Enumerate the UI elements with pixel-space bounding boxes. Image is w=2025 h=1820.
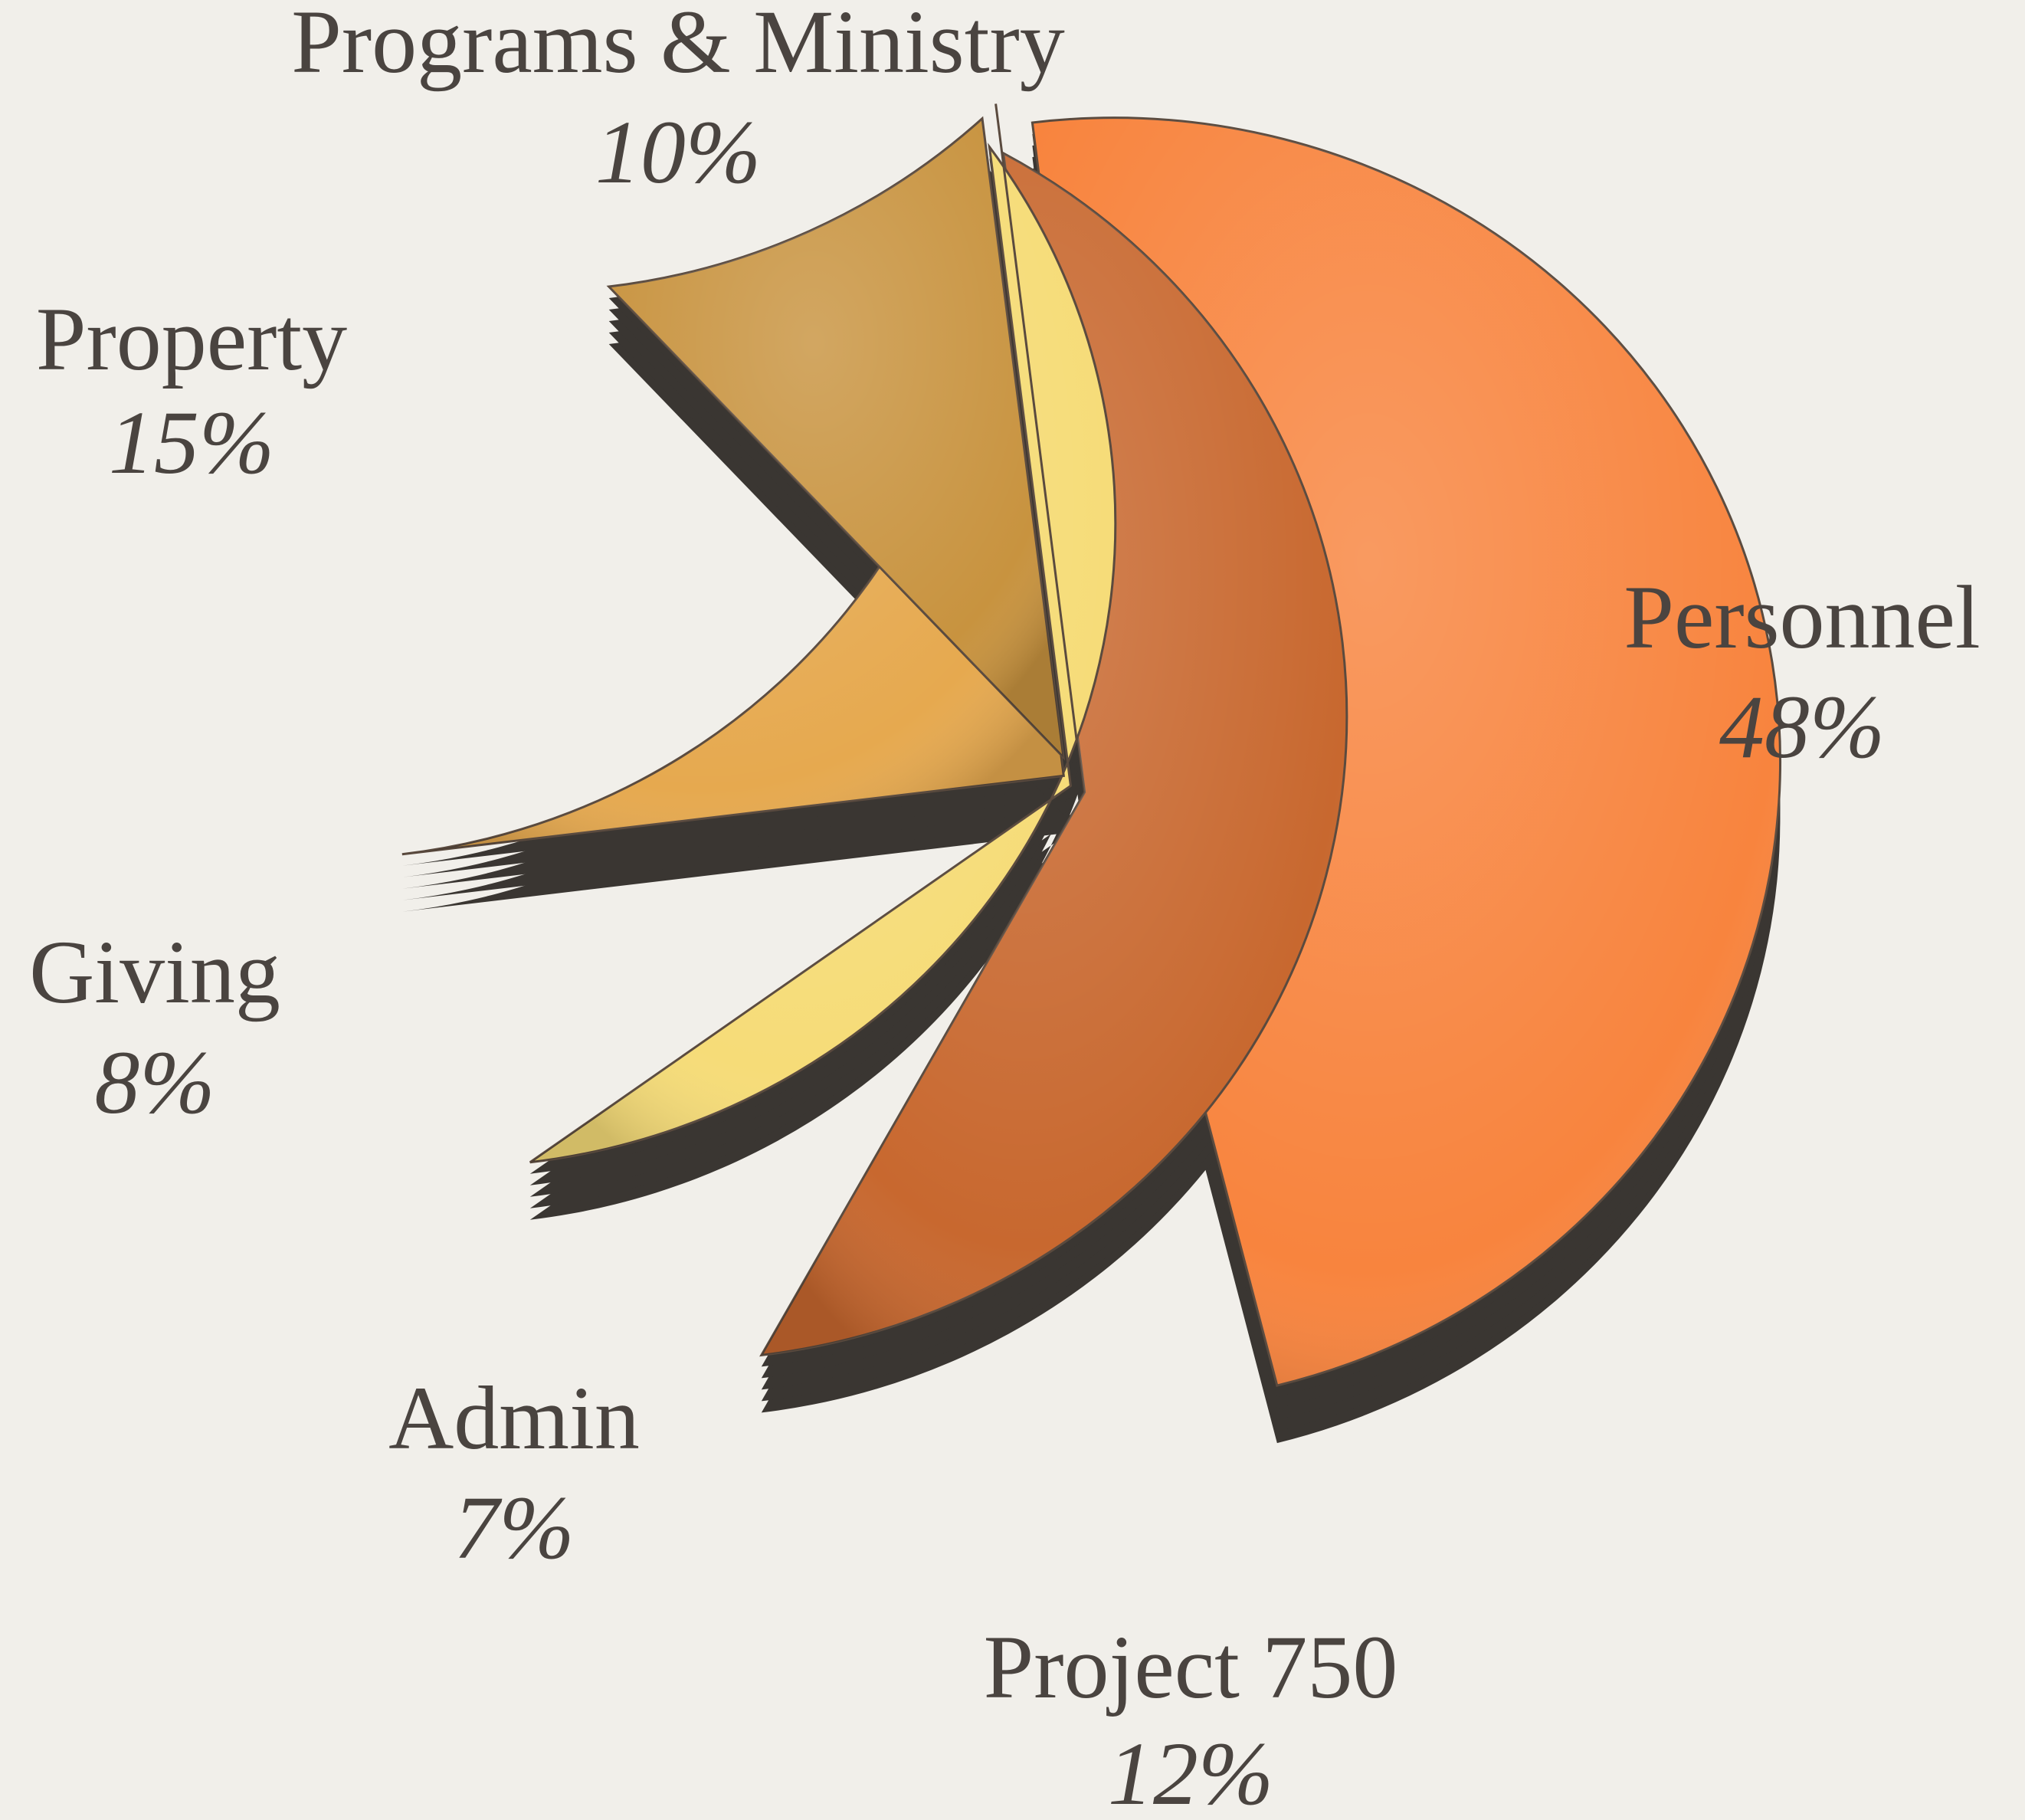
slice-label: Admin [388, 1368, 640, 1468]
slice-shine [608, 118, 1064, 758]
slice-value-label: 12% [1108, 1723, 1273, 1820]
slice-label: Personnel [1624, 567, 1980, 667]
slice-shine [761, 152, 1347, 1356]
slice-value-label: 7% [454, 1477, 574, 1578]
slice-label: Programs & Ministry [291, 0, 1065, 92]
slice-label: Giving [29, 922, 280, 1022]
slice-value-label: 48% [1719, 677, 1885, 777]
slice-shine [401, 136, 1064, 854]
slice-label: Project 750 [984, 1617, 1398, 1717]
slice-shine [995, 103, 1077, 743]
slice-value-label: 15% [109, 392, 274, 493]
slice-shine [529, 146, 1116, 1163]
slice-value-label: 10% [595, 102, 761, 202]
slice-value-label: 8% [94, 1032, 215, 1133]
pie [401, 103, 1781, 1387]
slice-label: Property [36, 289, 347, 389]
